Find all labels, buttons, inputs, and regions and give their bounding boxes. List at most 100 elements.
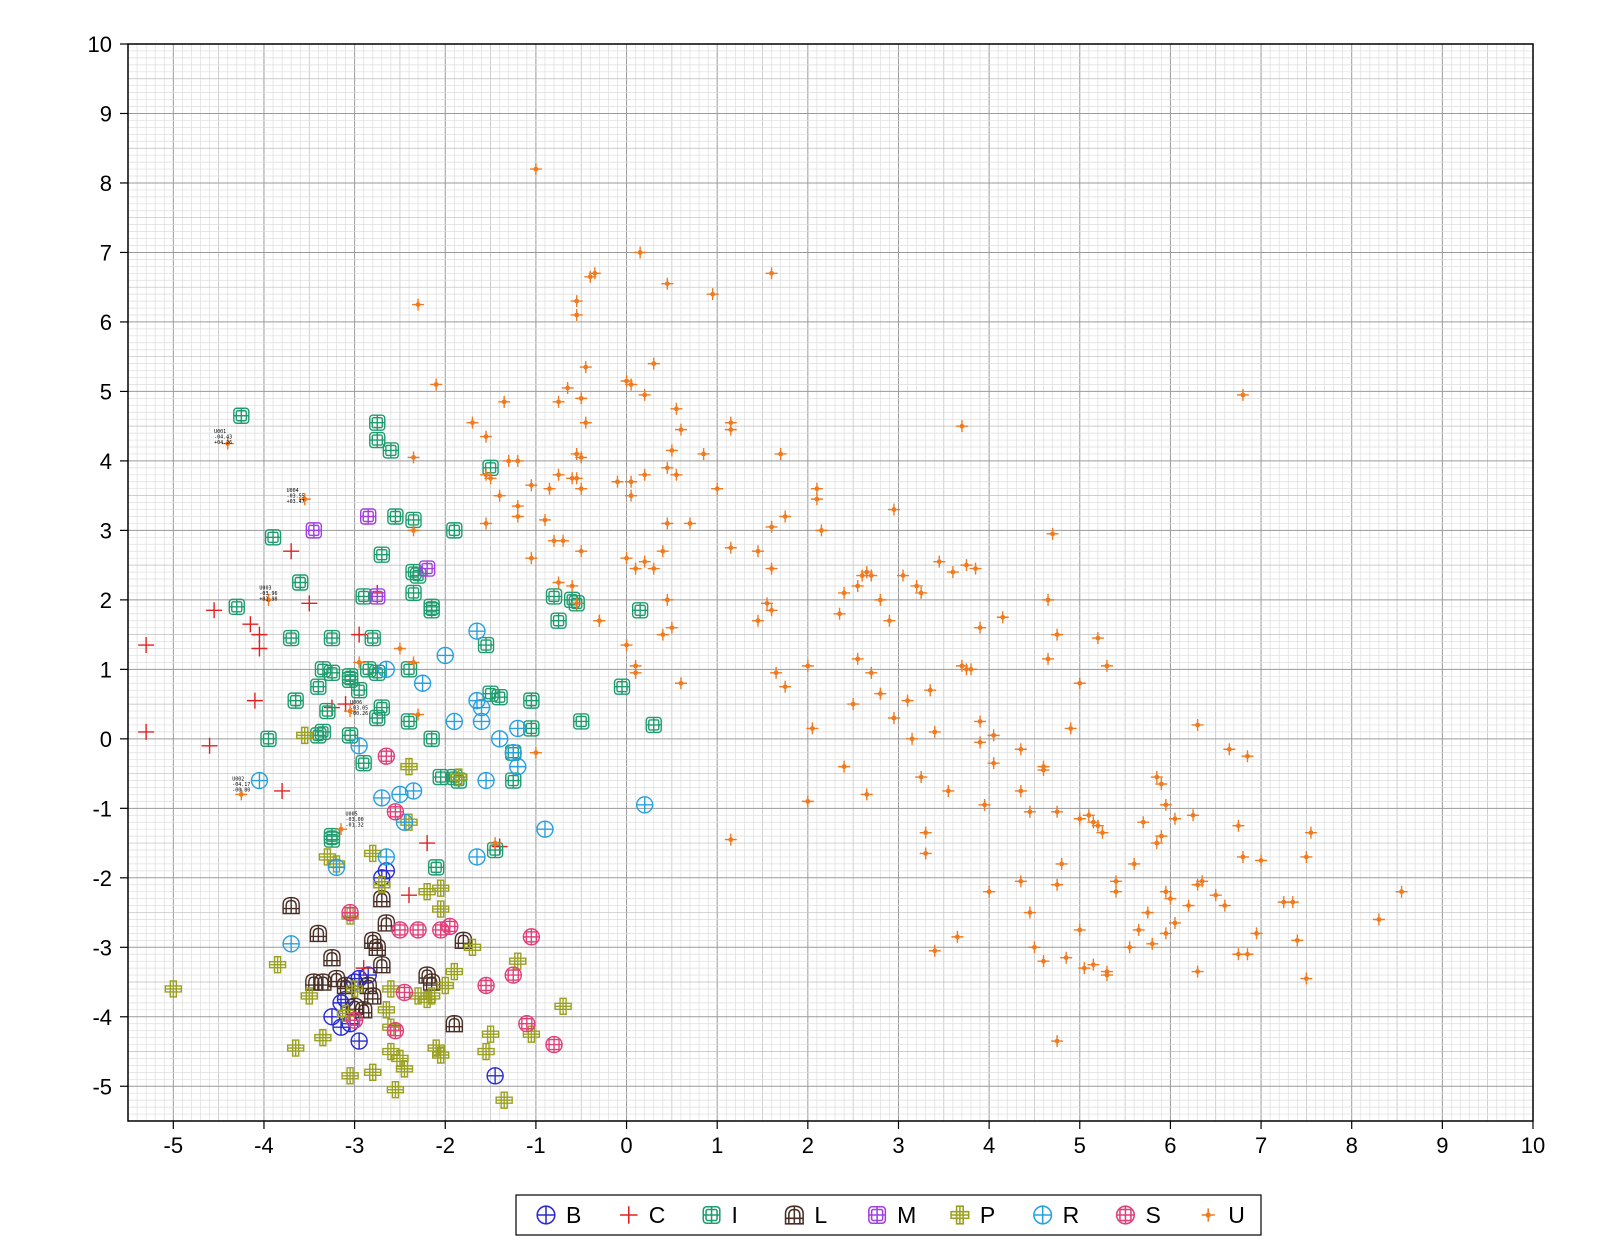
point-L	[454, 931, 473, 950]
point-M	[305, 522, 323, 539]
point-L	[364, 987, 382, 1005]
point-U	[1014, 743, 1027, 756]
point-U	[974, 621, 987, 634]
point-I	[423, 602, 440, 619]
point-U	[1196, 875, 1209, 888]
point-U	[670, 402, 683, 415]
point-U	[620, 639, 633, 652]
point-R	[373, 789, 391, 807]
point-U	[1137, 816, 1150, 829]
point-U	[638, 388, 651, 401]
point-U	[575, 482, 588, 495]
y-tick-label: -3	[92, 935, 112, 960]
point-U	[915, 771, 928, 784]
point-U	[335, 823, 348, 836]
point-P	[395, 1060, 414, 1078]
series-R	[250, 622, 654, 953]
point-U	[851, 579, 864, 592]
point-U	[1110, 885, 1123, 898]
point-I	[369, 431, 386, 449]
point-I	[260, 730, 277, 748]
point-I	[645, 716, 662, 734]
point-I	[310, 678, 327, 695]
point-U	[407, 451, 420, 464]
point-U	[1395, 885, 1408, 898]
point-I	[350, 682, 368, 699]
point-R	[490, 730, 509, 748]
legend-marker-L	[784, 1205, 804, 1225]
point-U	[906, 732, 919, 745]
point-S	[345, 1011, 364, 1029]
point-R	[327, 858, 346, 877]
point-U	[593, 614, 606, 627]
point-U	[529, 163, 542, 176]
point-U	[620, 552, 633, 565]
point-U	[661, 517, 674, 530]
y-tick-label: 8	[100, 171, 112, 196]
point-P	[386, 1081, 405, 1099]
point-I	[282, 629, 300, 647]
point-U	[1128, 857, 1141, 870]
legend-label-M: M	[897, 1202, 916, 1228]
point-U	[1051, 805, 1064, 818]
legend-label-C: C	[649, 1202, 666, 1228]
point-P	[463, 938, 482, 956]
point-U	[1241, 948, 1254, 961]
point-U	[1164, 892, 1177, 905]
point-R	[472, 712, 491, 731]
point-U	[1191, 718, 1204, 731]
x-tick-label: -1	[526, 1133, 546, 1158]
point-U	[1241, 750, 1254, 763]
point-U	[1042, 593, 1055, 606]
point-L	[309, 924, 328, 943]
point-U	[946, 566, 959, 579]
point-U	[765, 520, 778, 533]
point-I	[550, 612, 567, 629]
point-P	[286, 1039, 305, 1057]
legend-label-B: B	[566, 1202, 581, 1228]
point-U	[765, 267, 778, 280]
legend-marker-B	[536, 1205, 556, 1225]
y-tick-label: 0	[100, 727, 112, 752]
point-P	[445, 962, 464, 981]
point-S	[432, 921, 450, 939]
point-U	[887, 503, 900, 516]
point-U	[1182, 899, 1195, 912]
point-R	[395, 813, 414, 831]
point-S	[522, 928, 541, 946]
point-L	[323, 949, 341, 967]
point-annotation: U004 -03.55 +03.47	[287, 488, 305, 505]
y-tick-label: 2	[100, 588, 112, 613]
point-S	[377, 747, 396, 765]
point-S	[395, 983, 414, 1002]
point-P	[373, 876, 391, 894]
point-U	[511, 454, 524, 467]
point-I	[491, 688, 508, 706]
point-P	[382, 1042, 400, 1061]
point-U	[1100, 659, 1113, 672]
point-U	[638, 555, 651, 568]
series-M	[305, 508, 436, 605]
point-I	[228, 598, 245, 616]
point-U	[538, 513, 551, 526]
point-U	[770, 666, 783, 679]
point-U	[661, 277, 674, 290]
point-U	[1037, 955, 1050, 968]
point-U	[393, 642, 406, 655]
point-U	[765, 562, 778, 575]
point-U	[865, 569, 878, 582]
point-C	[337, 696, 354, 713]
point-U	[1051, 628, 1064, 641]
point-R	[391, 785, 409, 804]
point-U	[579, 361, 592, 374]
point-U	[779, 510, 792, 523]
point-B	[350, 1032, 368, 1050]
point-U	[611, 475, 624, 488]
point-U	[928, 725, 941, 738]
point-S	[504, 966, 522, 984]
point-U	[1014, 784, 1027, 797]
point-I	[400, 713, 418, 730]
x-tick-label: 5	[1074, 1133, 1086, 1158]
point-P	[268, 955, 287, 974]
y-tick-label: 4	[100, 449, 112, 474]
